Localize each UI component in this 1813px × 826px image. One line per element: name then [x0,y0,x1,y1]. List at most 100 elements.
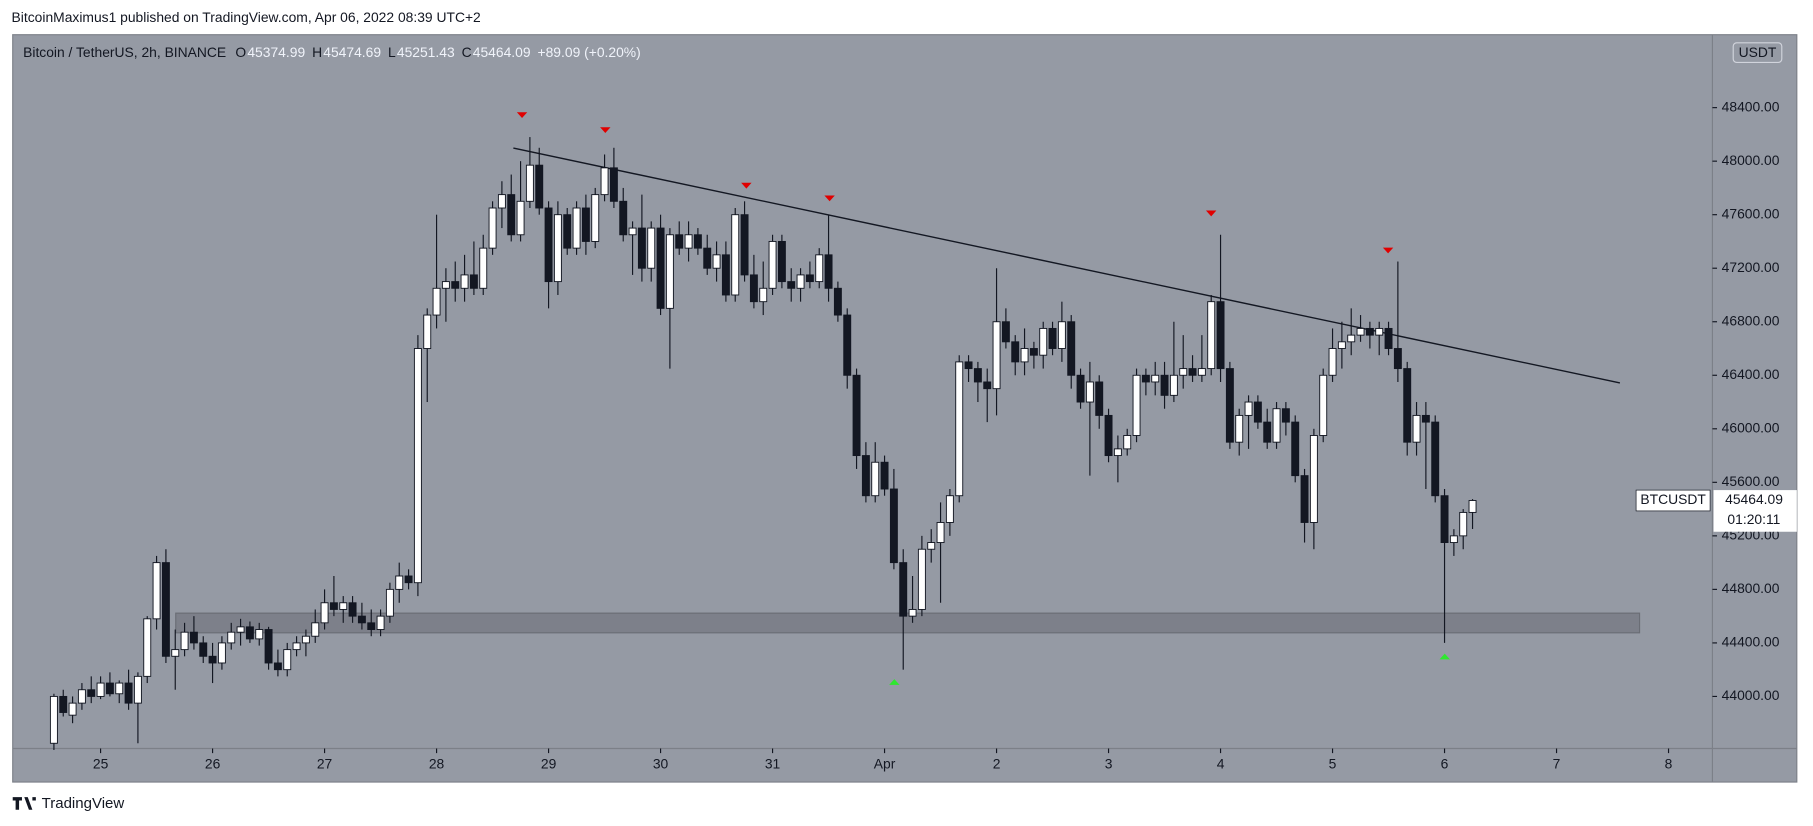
candle-body [1356,327,1365,336]
trendline [513,147,1621,384]
candle-body [357,615,366,624]
candle-body [1020,348,1029,363]
candle-body [581,207,590,242]
marker [516,112,528,118]
candle-body [479,247,488,289]
candle-body [1039,327,1048,356]
candle-body [1449,535,1458,544]
legend-change: +89.09 (+0.20%) [538,44,641,60]
currency: USDT [1739,44,1777,60]
candle-body [1291,421,1300,477]
candle-body [1431,421,1440,497]
candle-body [208,655,217,664]
y-tick-label: 46000.00 [1722,419,1780,435]
candle-body [1160,374,1169,396]
candle-body [647,227,656,269]
x-tick-label: 31 [765,755,781,771]
candle-body [507,194,516,236]
candle-body [217,642,226,664]
candle-body [1235,414,1244,443]
candle-body [917,548,926,610]
candle-body [301,635,310,644]
candle-body [1132,374,1141,436]
candle-body [1459,511,1468,537]
candle-body [1151,374,1160,383]
candle-body [367,622,376,630]
candle-body [1263,421,1272,443]
candle-body [693,234,702,249]
legend-value: 45251.43 [397,44,455,60]
candle-body [927,542,936,550]
y-tick-label: 48000.00 [1722,152,1780,168]
candle-body [983,381,992,390]
x-tick-label: 28 [429,755,445,771]
candle-body [852,374,861,457]
candle-body [423,314,432,349]
support-zone [175,612,1641,634]
candle-body [787,281,796,289]
candle-body [1393,348,1402,370]
candle-body [320,602,329,624]
candle-body [1216,301,1225,370]
marker [1439,653,1450,660]
x-tick-label: 27 [317,755,333,771]
candle-body [292,642,301,651]
candle-body [656,227,665,309]
candle-body [880,461,889,490]
candle-body [1141,374,1150,383]
candle-body [525,164,534,202]
candle-body [1403,368,1412,443]
candle-body [824,254,833,289]
candle-body [413,348,422,584]
x-tick-label: 2 [993,755,1001,771]
candle-body [516,200,525,236]
candle-body [600,167,609,196]
x-tick-label: 26 [205,755,221,771]
y-tick-label: 46400.00 [1722,366,1780,382]
candle-body [619,200,628,236]
candle-body [591,194,600,242]
candle-body [1113,448,1122,457]
x-tick-label: 8 [1665,755,1673,771]
legend-key: C [462,44,472,60]
candle-body [404,575,413,584]
x-tick-label: Apr [874,755,896,771]
candle-body [283,649,292,671]
candle-body [777,240,786,283]
candle-body [1272,408,1281,443]
marker [824,195,835,202]
support-markers [889,653,1450,685]
legend-value: 45374.99 [247,44,305,60]
x-tick-label: 7 [1553,755,1561,771]
candle-body [1375,327,1384,336]
candle-body [180,631,189,651]
candle-body [628,227,637,236]
candle-body [768,240,777,289]
candle-body [273,662,282,671]
candle-body [395,575,404,590]
candle-body [1104,414,1113,457]
y-tick-label: 48400.00 [1722,98,1780,114]
candle-body [1076,374,1085,403]
candle-body [759,287,768,303]
candle-body [936,522,945,544]
candle-body [236,626,245,633]
candle-body [255,629,264,640]
candle-body [1048,327,1057,349]
candle-body [1179,368,1188,376]
candle-body [544,207,553,283]
last-price: 45464.09 [1725,491,1783,507]
candle-body [96,682,105,697]
ticker-box [1635,489,1711,512]
candle-body [1169,374,1178,396]
legend: Bitcoin / TetherUS, 2h, BINANCE O 45374.9… [23,44,641,60]
candle-body [1328,348,1337,376]
ticker: BTCUSDT [1640,491,1706,507]
candle-body [124,682,133,704]
candle-body [115,682,124,695]
logo [12,797,36,810]
candle-body [189,631,198,644]
candle-body [749,274,758,303]
candles [49,137,1477,750]
candle-body [1011,341,1020,363]
